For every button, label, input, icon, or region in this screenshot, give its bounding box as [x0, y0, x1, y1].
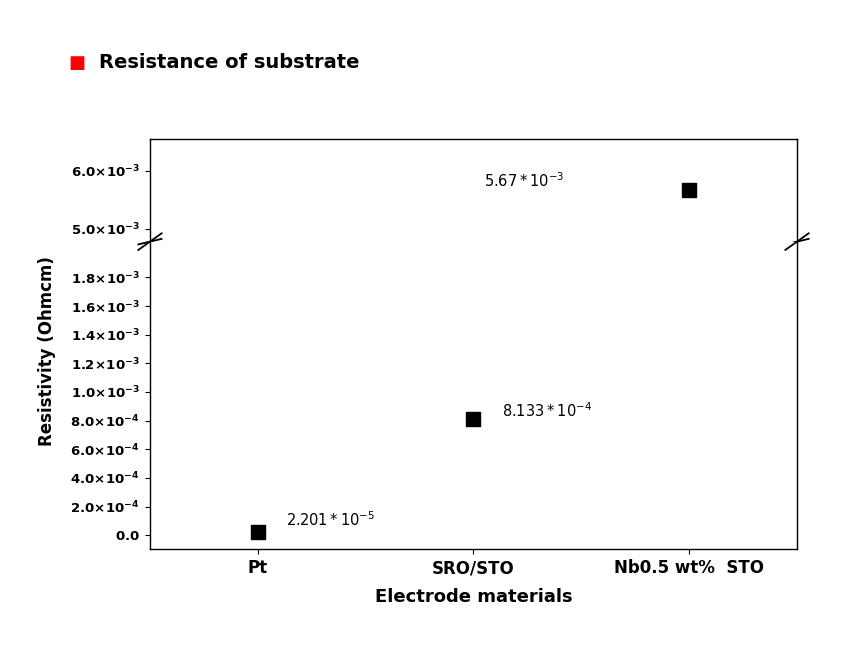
Text: ■: ■	[69, 54, 86, 72]
Text: $2.201*10^{-5}$: $2.201*10^{-5}$	[286, 510, 375, 529]
Point	[466, 413, 480, 424]
X-axis label: Electrode materials: Electrode materials	[375, 589, 572, 606]
Point	[682, 185, 696, 195]
Text: Resistance of substrate: Resistance of substrate	[99, 54, 359, 72]
Point	[251, 527, 265, 538]
Text: Resistivity (Ohmcm): Resistivity (Ohmcm)	[38, 256, 57, 446]
Text: $5.67*10^{-3}$: $5.67*10^{-3}$	[484, 171, 565, 189]
Point	[251, 512, 265, 523]
Point	[466, 466, 480, 477]
Text: $8.133*10^{-4}$: $8.133*10^{-4}$	[501, 402, 591, 420]
